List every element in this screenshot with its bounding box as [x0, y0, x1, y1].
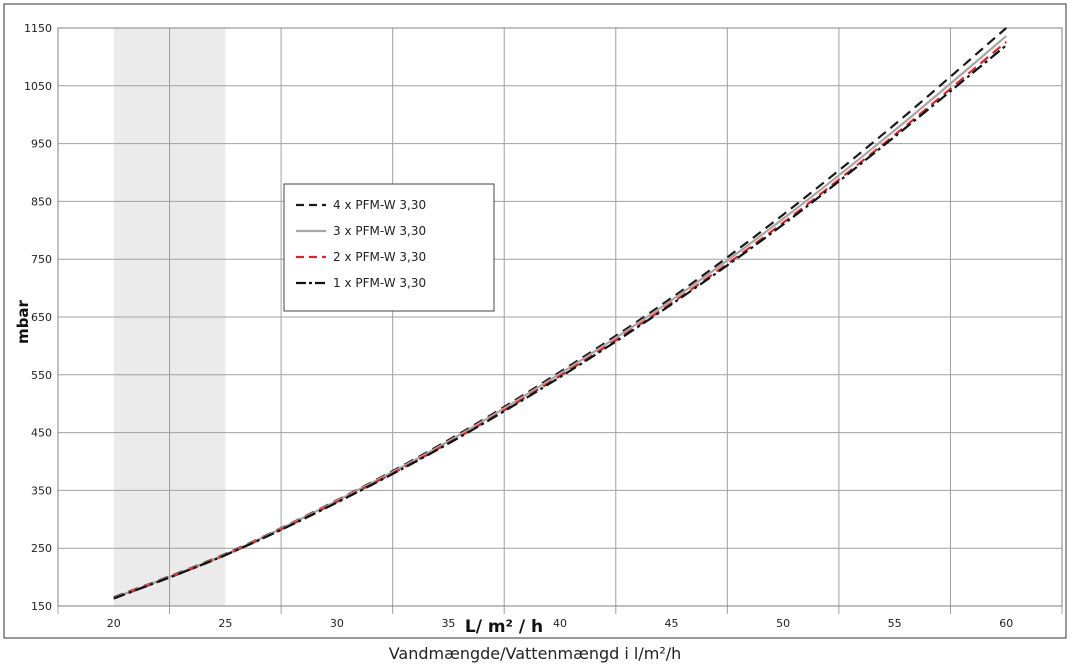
y-axis-ticks: 150 250 350 450 550 650 750 850 950 1050 1150 [24, 22, 52, 613]
legend-label: 4 x PFM-W 3,30 [333, 198, 426, 212]
legend-label: 1 x PFM-W 3,30 [333, 276, 426, 290]
y-axis-label: mbar [14, 299, 32, 343]
x-tick-label: 20 [107, 617, 121, 630]
y-tick-label: 1150 [24, 22, 52, 35]
y-tick-label: 850 [31, 195, 52, 208]
x-tick-label: 50 [776, 617, 790, 630]
x-tick-label: 45 [665, 617, 679, 630]
y-tick-label: 550 [31, 369, 52, 382]
x-axis-caption: Vandmængde/Vattenmængd i l/m²/h [388, 644, 682, 663]
x-tick-label: 25 [218, 617, 232, 630]
y-tick-label: 450 [31, 427, 52, 440]
y-tick-label: 150 [31, 600, 52, 613]
chart: 150 250 350 450 550 650 750 850 950 1050 1150 20 25… [3, 3, 1067, 639]
legend-label: 2 x PFM-W 3,30 [333, 250, 426, 264]
y-tick-label: 350 [31, 484, 52, 497]
x-tick-label: 60 [999, 617, 1013, 630]
legend-label: 3 x PFM-W 3,30 [333, 224, 426, 238]
x-tick-label: 35 [441, 617, 455, 630]
y-tick-label: 1050 [24, 80, 52, 93]
x-tick-label: 55 [888, 617, 902, 630]
y-tick-label: 250 [31, 542, 52, 555]
x-tick-label: 30 [330, 617, 344, 630]
x-axis-inner-label: L/ m² / h [465, 617, 543, 637]
series-line [113, 44, 1007, 600]
x-tick-label: 40 [553, 617, 567, 630]
series-lines [113, 27, 1007, 600]
legend-box [283, 183, 495, 312]
plot-area [57, 27, 1063, 607]
x-axis-ticks: 20 25 30 35 40 45 50 55 60 [107, 617, 1013, 630]
y-tick-label: 650 [31, 311, 52, 324]
y-tick-label: 750 [31, 253, 52, 266]
legend: 4 x PFM-W 3,30 3 x PFM-W 3,30 2 x PFM-W 3,… [283, 183, 495, 312]
y-tick-label: 950 [31, 138, 52, 151]
